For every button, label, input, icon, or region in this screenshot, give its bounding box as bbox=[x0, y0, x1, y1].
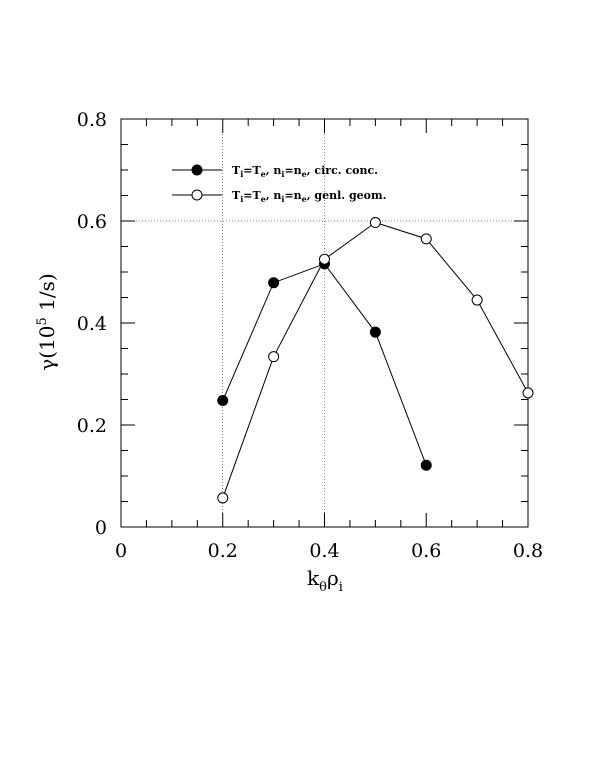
axis-ticks bbox=[120, 118, 529, 528]
y-axis-title-unit: 1/s) bbox=[35, 273, 59, 317]
filled-point-circ-conc bbox=[369, 326, 381, 338]
x-axis-title-k: k bbox=[307, 566, 320, 590]
filled-point-circ-conc bbox=[420, 459, 432, 471]
y-tick-label: 0.4 bbox=[77, 313, 107, 335]
x-tick-label: 0 bbox=[115, 540, 127, 562]
filled-point-circ-conc bbox=[268, 277, 280, 289]
y-tick-label: 0.6 bbox=[77, 211, 107, 233]
open-point-genl-geom bbox=[268, 351, 280, 363]
legend-marker-filled-circle bbox=[191, 164, 203, 176]
legend-label-genl-geom: Ti=Te, ni=ne, genl. geom. bbox=[232, 189, 386, 204]
y-axis-title-sup: 5 bbox=[35, 317, 50, 325]
gridlines bbox=[121, 119, 528, 527]
x-tick-label: 0.4 bbox=[309, 540, 339, 562]
x-axis-title-rho: ρ bbox=[327, 566, 339, 590]
series-lines bbox=[222, 221, 529, 499]
y-tick-label: 0.2 bbox=[77, 415, 107, 437]
legend-entry-circ-conc: Ti=Te, ni=ne, circ. conc. bbox=[172, 164, 378, 179]
y-tick-label: 0.8 bbox=[77, 109, 107, 131]
x-axis-title: kθρi bbox=[307, 566, 343, 595]
x-tick-label: 0.2 bbox=[208, 540, 238, 562]
x-tick-labels: 0 0.2 0.4 0.6 0.8 bbox=[115, 540, 543, 562]
y-tick-label: 0 bbox=[95, 517, 107, 539]
open-point-genl-geom bbox=[471, 294, 483, 306]
x-axis-title-sub-i: i bbox=[339, 580, 343, 595]
open-point-genl-geom bbox=[369, 217, 381, 229]
legend: Ti=Te, ni=ne, circ. conc. Ti=Te, ni=ne, … bbox=[172, 164, 386, 204]
y-axis-title-main: γ(10 bbox=[35, 325, 59, 370]
open-point-genl-geom bbox=[420, 233, 432, 245]
x-tick-label: 0.6 bbox=[411, 540, 441, 562]
open-point-genl-geom bbox=[319, 253, 330, 265]
series-points bbox=[217, 217, 534, 504]
x-axis-title-sub-theta: θ bbox=[319, 580, 327, 595]
open-point-genl-geom bbox=[217, 492, 229, 504]
y-axis-title: γ(105 1/s) bbox=[35, 273, 59, 370]
legend-marker-open-circle bbox=[191, 189, 203, 201]
y-tick-labels: 0 0.2 0.4 0.6 0.8 bbox=[77, 109, 107, 539]
filled-point-circ-conc bbox=[217, 395, 229, 407]
x-tick-label: 0.8 bbox=[513, 540, 543, 562]
open-point-genl-geom bbox=[522, 387, 534, 399]
legend-entry-genl-geom: Ti=Te, ni=ne, genl. geom. bbox=[172, 189, 386, 204]
series-line-circ-conc bbox=[222, 263, 427, 466]
series-line-genl-geom bbox=[222, 221, 529, 499]
legend-label-circ-conc: Ti=Te, ni=ne, circ. conc. bbox=[232, 164, 378, 179]
